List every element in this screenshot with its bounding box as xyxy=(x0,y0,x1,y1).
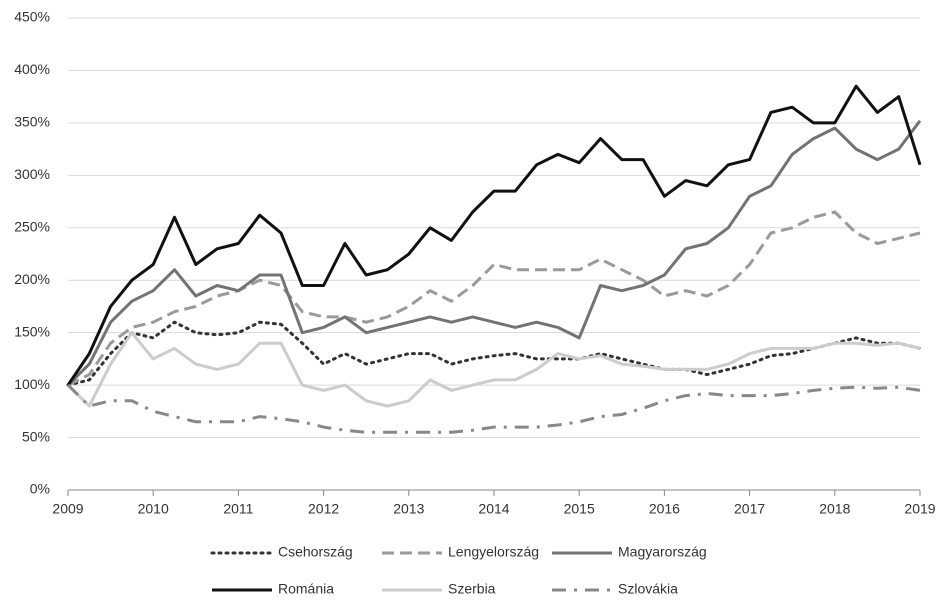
series-line xyxy=(66,119,922,387)
y-tick-label: 350% xyxy=(14,114,50,130)
x-tick-label: 2015 xyxy=(564,501,595,517)
legend-label: Csehország xyxy=(278,544,353,560)
y-tick-label: 100% xyxy=(14,376,50,392)
series-line xyxy=(66,320,922,387)
y-tick-label: 250% xyxy=(14,218,50,234)
x-tick-label: 2010 xyxy=(138,501,169,517)
series-line xyxy=(66,331,921,408)
x-tick-label: 2009 xyxy=(52,501,83,517)
legend-label: Szlovákia xyxy=(618,581,678,597)
y-tick-label: 450% xyxy=(14,9,50,25)
y-tick-label: 50% xyxy=(22,428,50,444)
x-tick-label: 2017 xyxy=(734,501,765,517)
y-tick-label: 300% xyxy=(14,166,50,182)
series-line xyxy=(66,84,922,386)
legend-label: Románia xyxy=(278,581,334,597)
x-tick-label: 2019 xyxy=(904,501,935,517)
y-tick-label: 0% xyxy=(30,481,50,497)
series-line xyxy=(67,210,921,387)
legend-label: Magyarország xyxy=(618,544,707,560)
x-tick-label: 2016 xyxy=(649,501,680,517)
y-tick-label: 400% xyxy=(14,61,50,77)
y-tick-label: 200% xyxy=(14,271,50,287)
x-tick-label: 2011 xyxy=(223,501,253,517)
x-tick-label: 2012 xyxy=(308,501,339,517)
x-tick-label: 2018 xyxy=(819,501,850,517)
x-tick-label: 2013 xyxy=(393,501,424,517)
x-tick-label: 2014 xyxy=(478,501,509,517)
legend-label: Szerbia xyxy=(448,581,496,597)
legend-label: Lengyelország xyxy=(448,544,539,560)
series-line xyxy=(66,384,921,434)
y-tick-label: 150% xyxy=(14,323,50,339)
